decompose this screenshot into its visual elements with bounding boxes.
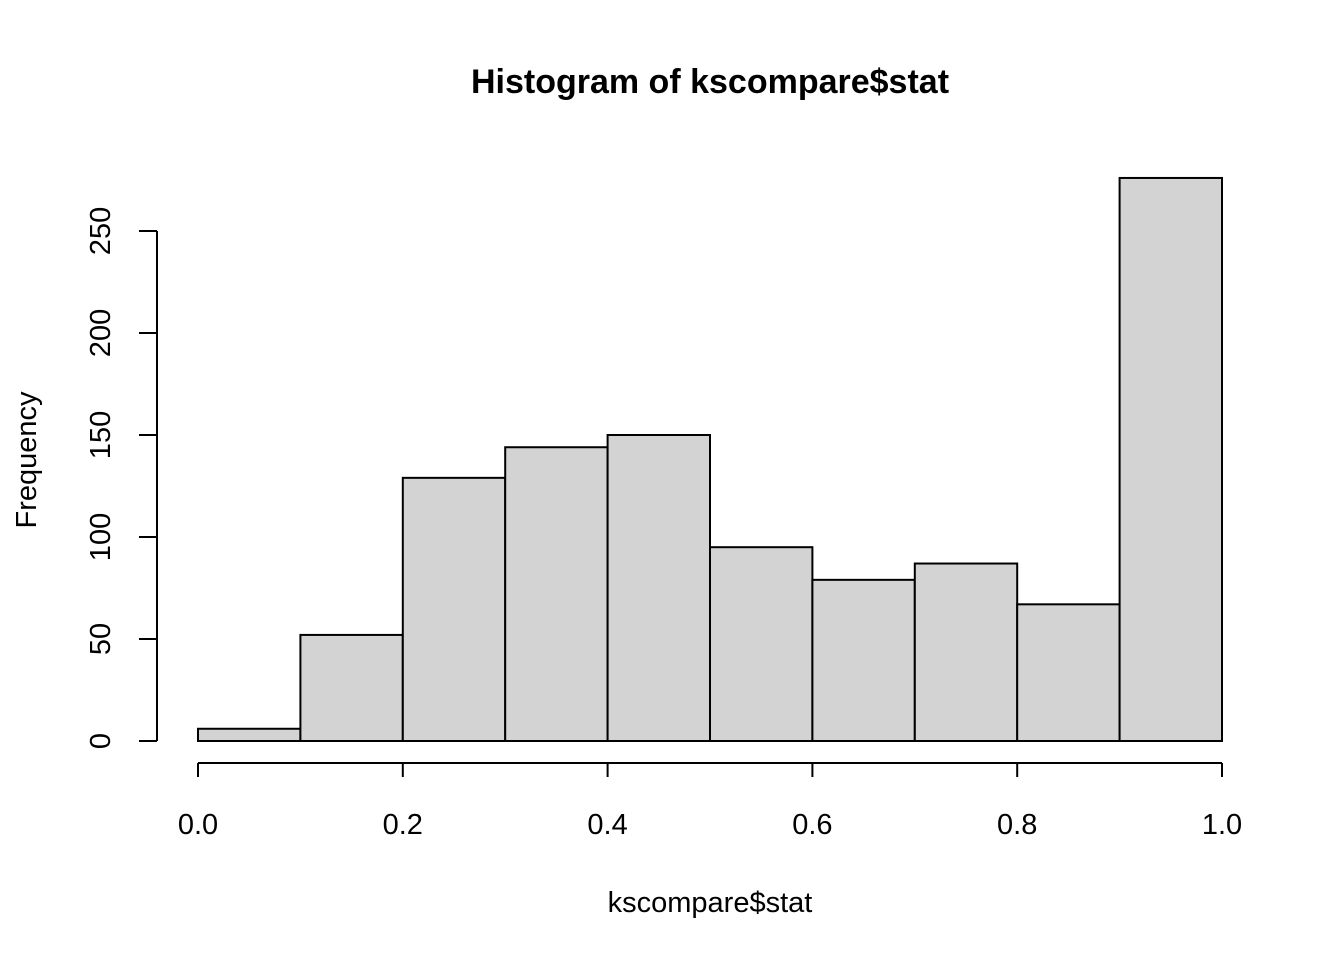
- histogram-bar: [299, 633, 404, 742]
- y-tick-label: 200: [85, 309, 117, 357]
- y-tick-label: 50: [85, 623, 117, 655]
- chart-title: Histogram of kscompare$stat: [471, 63, 949, 101]
- histogram-bar: [504, 446, 609, 742]
- y-axis: 0 50 100 150 200 250: [85, 207, 158, 749]
- y-tick-label: 150: [85, 411, 117, 459]
- bars-group: [197, 176, 1223, 743]
- y-tick-label: 250: [85, 207, 117, 255]
- x-tick-label: 1.0: [1202, 809, 1242, 841]
- histogram-bar: [401, 476, 507, 742]
- x-axis-label: kscompare$stat: [608, 887, 813, 919]
- y-tick-label: 100: [85, 513, 117, 561]
- x-tick-label: 0.2: [383, 809, 423, 841]
- x-tick-label: 0.8: [997, 809, 1037, 841]
- histogram-bar: [913, 562, 1019, 743]
- x-tick-label: 0.4: [587, 809, 627, 841]
- y-axis-label: Frequency: [11, 391, 43, 529]
- histogram-bar: [606, 434, 711, 742]
- y-tick-label: 0: [85, 733, 117, 749]
- histogram-bar: [811, 578, 916, 743]
- x-tick-label: 0.0: [178, 809, 218, 841]
- histogram-bar: [197, 727, 302, 743]
- x-tick-label: 0.6: [792, 809, 832, 841]
- histogram-bar: [1118, 176, 1223, 742]
- histogram-bar: [709, 546, 814, 743]
- x-axis: 0.0 0.2 0.4 0.6 0.8 1.0: [178, 762, 1242, 841]
- histogram-bar: [1016, 603, 1121, 742]
